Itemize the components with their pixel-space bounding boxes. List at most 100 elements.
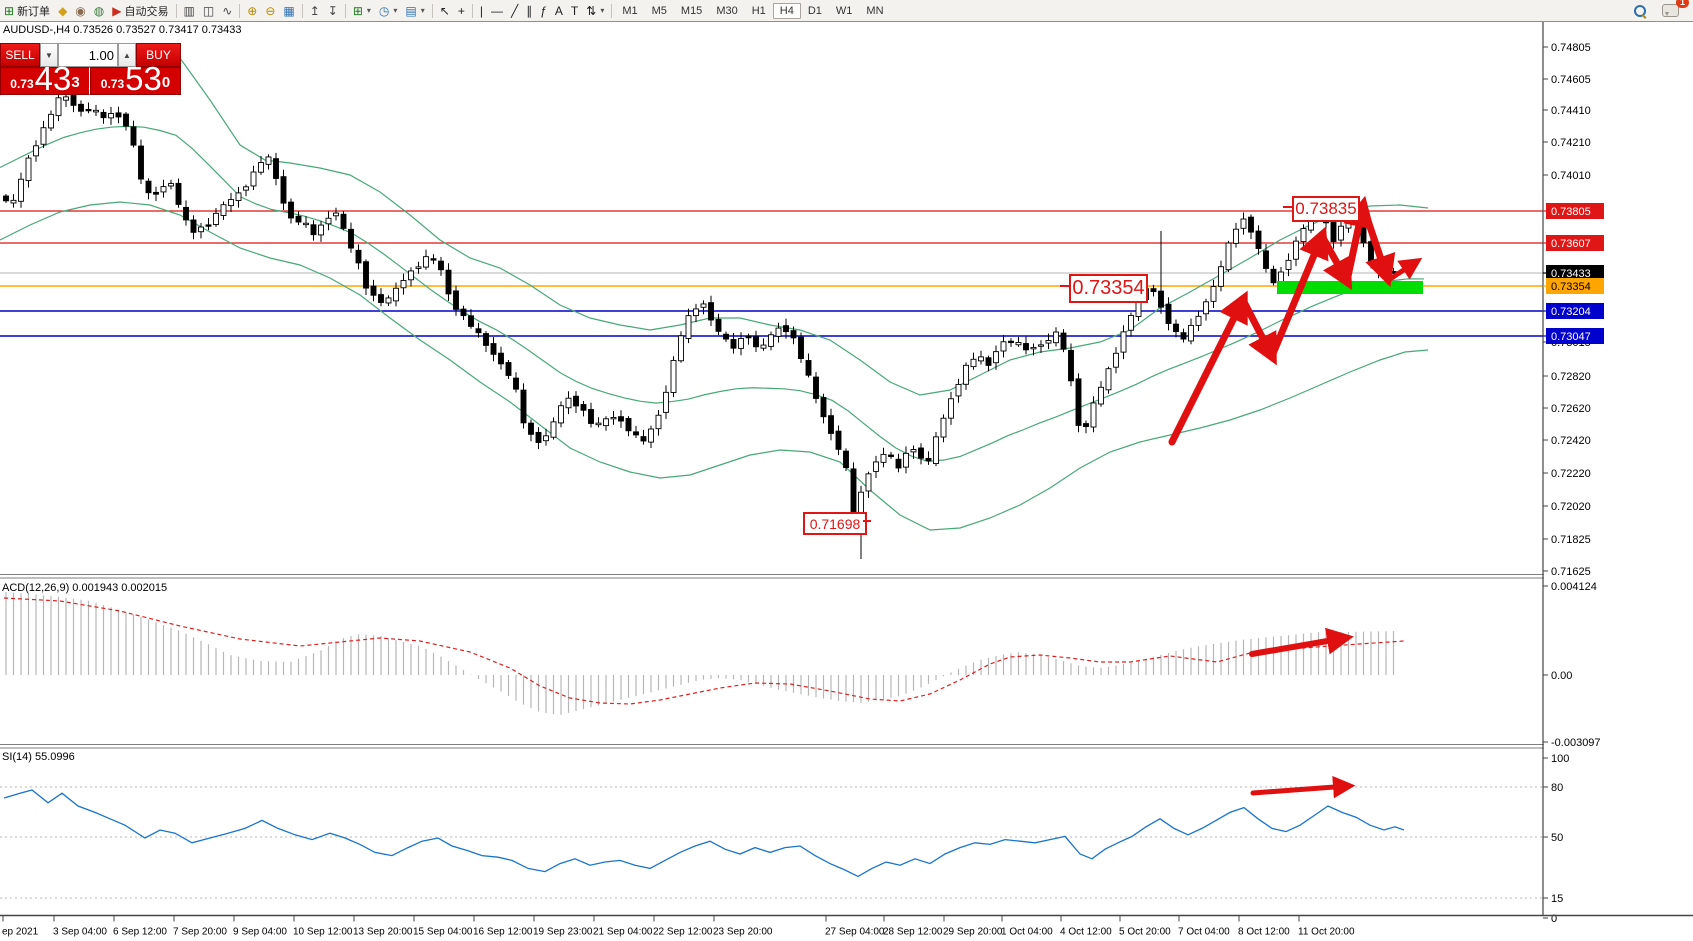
- timeframe-h4-button[interactable]: H4: [772, 2, 801, 19]
- volume-input[interactable]: 1.00: [58, 43, 118, 67]
- candle-body: [243, 186, 249, 191]
- macd-trend-arrow[interactable]: [1249, 627, 1354, 657]
- trend-annotation-arrow[interactable]: [1359, 202, 1396, 287]
- label-71698[interactable]: 0.71698: [803, 512, 867, 535]
- candle-body: [595, 422, 602, 426]
- chart-line-button[interactable]: ∿: [218, 2, 236, 20]
- trend-annotation-arrow[interactable]: [1318, 232, 1353, 291]
- candle-body: [408, 270, 414, 281]
- candle-body: [250, 171, 257, 187]
- price-tick-label: 0.74010: [1551, 170, 1591, 182]
- candle-body: [318, 224, 324, 236]
- notifications-button[interactable]: 1: [1658, 0, 1689, 20]
- chart-shift-button[interactable]: ↧: [324, 2, 342, 20]
- label-73835[interactable]: 0.73835: [1292, 196, 1360, 222]
- rsi-trend-arrow[interactable]: [1250, 775, 1356, 799]
- candle-body: [955, 383, 962, 397]
- chart-window-button[interactable]: ◆: [54, 2, 71, 20]
- chart-candles-button[interactable]: ◫: [199, 2, 218, 20]
- candle-body: [1180, 332, 1187, 340]
- sell-button[interactable]: SELL: [0, 43, 40, 67]
- rsi-panel: [0, 775, 1543, 899]
- volume-increase-button[interactable]: ▲: [118, 43, 136, 67]
- autotrading-label: 自动交易: [124, 5, 169, 18]
- zoom-out-button[interactable]: ⊖: [261, 2, 279, 20]
- trend-annotation-arrow[interactable]: [1239, 296, 1277, 366]
- bollinger-lower-band: [0, 201, 1429, 531]
- search-button[interactable]: [1630, 2, 1650, 20]
- text-button[interactable]: A: [551, 2, 567, 20]
- text-icon: A: [554, 3, 563, 18]
- arrows-button[interactable]: ⇅ ▾: [582, 2, 608, 20]
- price-tick-label: 0.74805: [1551, 42, 1591, 54]
- horizontal-line-button[interactable]: —: [487, 2, 507, 20]
- candle-body: [445, 269, 452, 295]
- cursor-icon: ↖: [439, 3, 450, 18]
- timeframe-m30-button[interactable]: M30: [716, 4, 738, 17]
- trend-annotation-arrow[interactable]: [1268, 226, 1329, 360]
- timeframe-m1-button[interactable]: M1: [622, 4, 638, 17]
- profile-icon: ◉: [75, 3, 86, 18]
- arrows-icon: ⇅: [586, 3, 597, 18]
- candle-body: [1165, 303, 1172, 324]
- volume-decrease-button[interactable]: ▼: [40, 43, 58, 67]
- candle-body: [925, 457, 932, 462]
- buy-button[interactable]: BUY: [136, 43, 181, 67]
- timeframe-w1-button[interactable]: W1: [835, 4, 853, 17]
- text-label-button[interactable]: T: [567, 2, 582, 20]
- price-axis-background[interactable]: [1544, 22, 1693, 916]
- price-tick-label: 0.74605: [1551, 74, 1591, 86]
- timeframe-d1-button[interactable]: D1: [807, 4, 822, 17]
- new-order-button[interactable]: ⊞ 新订单: [0, 2, 54, 20]
- fibonacci-icon: ƒ: [540, 3, 547, 18]
- templates-dropdown-icon[interactable]: ▾: [420, 6, 425, 15]
- periods-dropdown-icon[interactable]: ▾: [393, 6, 398, 15]
- candle-body: [145, 180, 152, 194]
- trendline-button[interactable]: ╱: [507, 2, 522, 20]
- add-indicator-icon: ⊞: [352, 3, 363, 18]
- vertical-line-button[interactable]: |: [476, 2, 487, 20]
- periods-button[interactable]: ◷ ▾: [375, 2, 402, 20]
- toolbar-separator: [175, 3, 177, 18]
- equidistant-channel-button[interactable]: ∥: [522, 2, 536, 20]
- candle-body: [1188, 324, 1194, 342]
- timeframe-m15-button[interactable]: M15: [680, 4, 703, 17]
- autotrading-button[interactable]: ▶ 自动交易: [108, 2, 172, 20]
- tile-windows-button[interactable]: ▦: [279, 2, 298, 20]
- templates-button[interactable]: ▤ ▾: [401, 2, 428, 20]
- trend-annotation-arrow[interactable]: [1387, 257, 1423, 282]
- candle-body: [303, 222, 309, 226]
- sell-price-button[interactable]: 0.73 43 3: [0, 62, 90, 95]
- trend-annotation-arrow[interactable]: [1168, 290, 1248, 446]
- add-indicator-dropdown-icon[interactable]: ▾: [366, 6, 371, 15]
- time-axis-label: 15 Sep 04:00: [413, 927, 473, 938]
- candle-body: [198, 226, 204, 233]
- add-indicator-button[interactable]: ⊞ ▾: [349, 2, 375, 20]
- cursor-button[interactable]: ↖: [436, 2, 454, 20]
- timeframe-h1-button[interactable]: H1: [751, 4, 766, 17]
- timeframe-mn-button[interactable]: MN: [866, 4, 884, 17]
- signal-button[interactable]: ◍: [90, 2, 108, 20]
- candle-body: [783, 325, 789, 333]
- candle-body: [700, 303, 707, 308]
- label-73354[interactable]: 0.73354: [1069, 274, 1148, 303]
- candle-body: [535, 431, 542, 443]
- arrows-dropdown-icon[interactable]: ▾: [600, 6, 605, 15]
- profile-button[interactable]: ◉: [71, 2, 89, 20]
- candle-body: [775, 327, 782, 337]
- candle-body: [1068, 349, 1074, 382]
- zoom-in-button[interactable]: ⊕: [243, 2, 261, 20]
- trend-annotation-arrow[interactable]: [1343, 195, 1375, 285]
- time-axis-label: 7 Oct 04:00: [1178, 927, 1230, 938]
- chart-bars-button[interactable]: ▥: [180, 2, 199, 20]
- buy-price-button[interactable]: 0.73 53 0: [90, 62, 181, 95]
- candle-body: [355, 249, 362, 264]
- auto-scroll-button[interactable]: ↥: [306, 2, 324, 20]
- candle-body: [828, 415, 834, 434]
- crosshair-button[interactable]: +: [454, 2, 469, 20]
- candle-body: [130, 126, 137, 146]
- fibonacci-button[interactable]: ƒ: [536, 2, 551, 20]
- candle-body: [333, 212, 339, 217]
- timeframe-m5-button[interactable]: M5: [651, 4, 667, 17]
